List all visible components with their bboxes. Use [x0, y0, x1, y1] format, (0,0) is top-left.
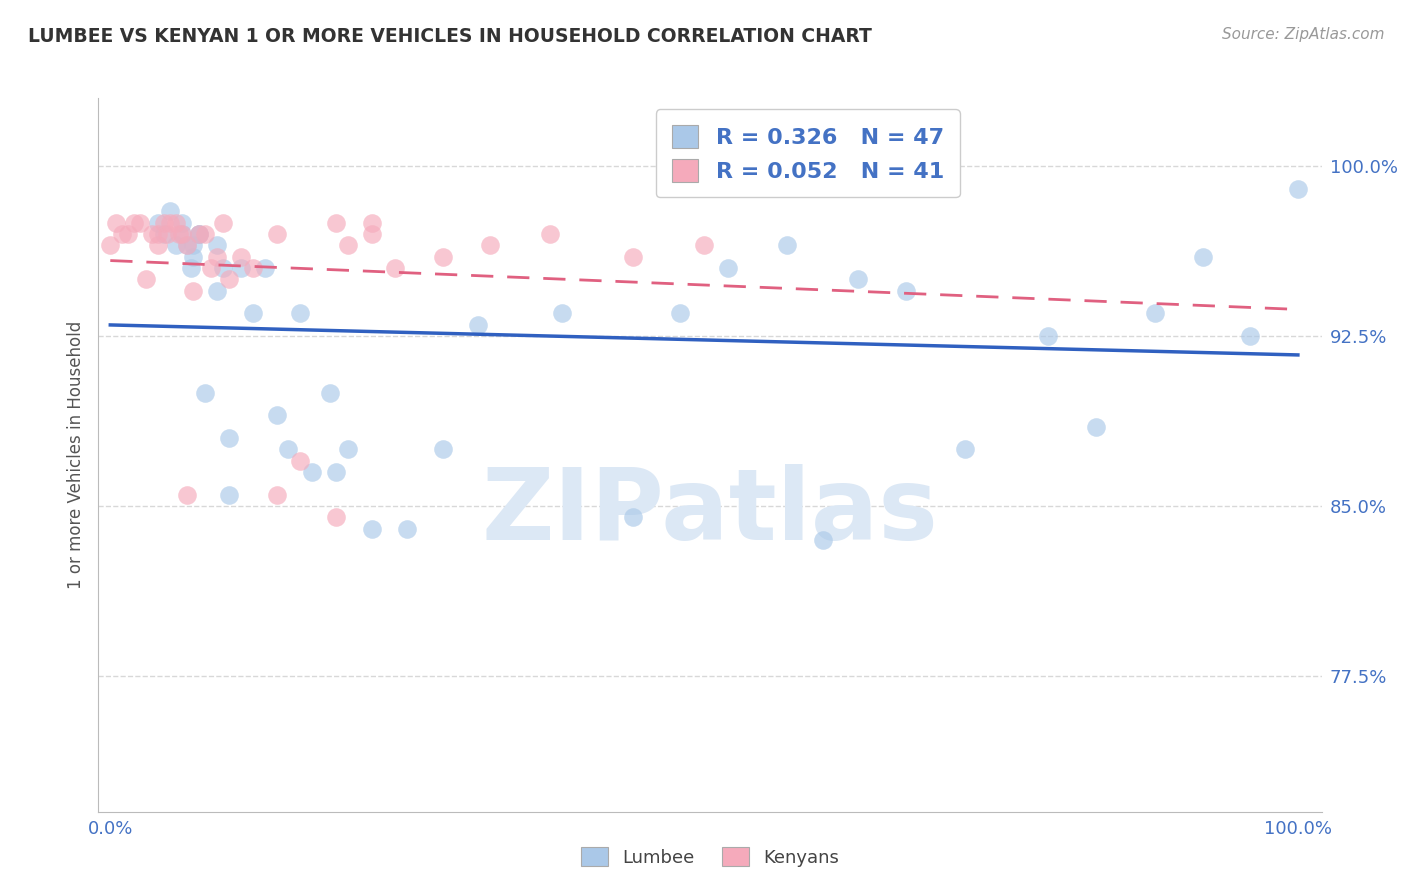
Point — [621, 510, 644, 524]
Point — [229, 250, 252, 264]
Point — [319, 385, 342, 400]
Point — [1286, 182, 1309, 196]
Point — [194, 227, 217, 241]
Point — [176, 238, 198, 252]
Point — [111, 227, 134, 241]
Point — [479, 238, 502, 252]
Point — [467, 318, 489, 332]
Point — [717, 260, 740, 275]
Y-axis label: 1 or more Vehicles in Household: 1 or more Vehicles in Household — [66, 321, 84, 589]
Point — [156, 227, 179, 241]
Point — [176, 238, 198, 252]
Point — [188, 227, 211, 241]
Point — [1144, 306, 1167, 320]
Point — [141, 227, 163, 241]
Point — [218, 272, 240, 286]
Point — [266, 487, 288, 501]
Point — [152, 227, 174, 241]
Point — [396, 522, 419, 536]
Point — [183, 284, 205, 298]
Point — [159, 204, 181, 219]
Point — [336, 442, 359, 457]
Point — [183, 250, 205, 264]
Point — [360, 216, 382, 230]
Point — [848, 272, 870, 286]
Point — [167, 227, 190, 241]
Point — [955, 442, 977, 457]
Point — [98, 238, 121, 252]
Point — [336, 238, 359, 252]
Legend: Lumbee, Kenyans: Lumbee, Kenyans — [574, 840, 846, 874]
Point — [188, 227, 211, 241]
Point — [301, 465, 323, 479]
Point — [194, 385, 217, 400]
Point — [218, 431, 240, 445]
Point — [384, 260, 406, 275]
Point — [360, 522, 382, 536]
Point — [266, 227, 288, 241]
Point — [200, 260, 222, 275]
Point — [242, 306, 264, 320]
Point — [117, 227, 139, 241]
Point — [538, 227, 561, 241]
Point — [170, 227, 193, 241]
Point — [360, 227, 382, 241]
Point — [621, 250, 644, 264]
Point — [290, 306, 312, 320]
Point — [146, 216, 169, 230]
Point — [165, 238, 187, 252]
Point — [325, 216, 347, 230]
Point — [205, 238, 228, 252]
Text: LUMBEE VS KENYAN 1 OR MORE VEHICLES IN HOUSEHOLD CORRELATION CHART: LUMBEE VS KENYAN 1 OR MORE VEHICLES IN H… — [28, 27, 872, 45]
Point — [170, 227, 193, 241]
Point — [105, 216, 128, 230]
Point — [218, 487, 240, 501]
Text: Source: ZipAtlas.com: Source: ZipAtlas.com — [1222, 27, 1385, 42]
Point — [290, 453, 312, 467]
Point — [550, 306, 572, 320]
Point — [205, 250, 228, 264]
Point — [253, 260, 276, 275]
Point — [277, 442, 299, 457]
Point — [432, 250, 454, 264]
Point — [1239, 329, 1261, 343]
Point — [325, 465, 347, 479]
Point — [170, 216, 193, 230]
Point — [165, 216, 187, 230]
Point — [229, 260, 252, 275]
Point — [266, 409, 288, 423]
Point — [129, 216, 152, 230]
Point — [693, 238, 716, 252]
Point — [146, 227, 169, 241]
Point — [159, 216, 181, 230]
Point — [1085, 419, 1108, 434]
Text: ZIPatlas: ZIPatlas — [482, 464, 938, 560]
Point — [669, 306, 692, 320]
Point — [122, 216, 145, 230]
Point — [811, 533, 834, 547]
Point — [1038, 329, 1060, 343]
Point — [212, 260, 235, 275]
Point — [1192, 250, 1215, 264]
Point — [325, 510, 347, 524]
Point — [432, 442, 454, 457]
Point — [180, 260, 202, 275]
Point — [776, 238, 799, 252]
Point — [135, 272, 157, 286]
Point — [183, 238, 205, 252]
Point — [894, 284, 917, 298]
Point — [152, 216, 174, 230]
Point — [146, 238, 169, 252]
Point — [212, 216, 235, 230]
Point — [205, 284, 228, 298]
Point — [188, 227, 211, 241]
Point — [176, 487, 198, 501]
Point — [242, 260, 264, 275]
